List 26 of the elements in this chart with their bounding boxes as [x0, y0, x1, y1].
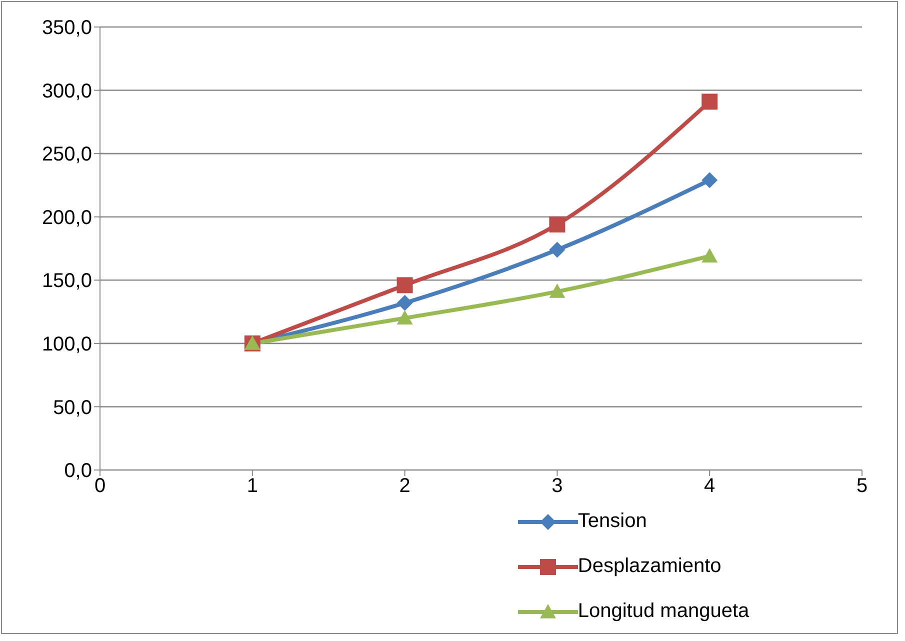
y-tick-label: 200,0	[42, 206, 92, 229]
legend-label: Tension	[578, 510, 647, 533]
x-tick-label: 3	[552, 475, 563, 498]
x-tick-label: 1	[246, 475, 258, 498]
point	[396, 310, 413, 325]
y-tick-label: 350,0	[42, 17, 92, 40]
legend-label: Desplazamiento	[578, 555, 722, 578]
point	[396, 277, 413, 294]
point	[702, 248, 718, 262]
point	[702, 172, 718, 188]
y-tick-label: 50,0	[53, 396, 92, 419]
x-tick-label: 2	[399, 475, 410, 498]
point	[549, 284, 566, 298]
y-tick-label: 0,0	[64, 460, 92, 482]
x-tick-label: 4	[704, 475, 716, 498]
y-tick-label: 300,0	[42, 80, 92, 102]
y-tick-label: 250,0	[42, 144, 92, 166]
point	[702, 94, 718, 110]
y-tick-label: 150,0	[42, 270, 92, 292]
point	[549, 242, 566, 258]
y-tick-label: 100,0	[42, 334, 92, 356]
x-tick-label: 0	[94, 475, 106, 498]
point	[549, 216, 566, 232]
legend-label: Longitud mangueta	[578, 600, 750, 623]
x-tick-label: 5	[856, 475, 868, 498]
point	[396, 294, 413, 311]
